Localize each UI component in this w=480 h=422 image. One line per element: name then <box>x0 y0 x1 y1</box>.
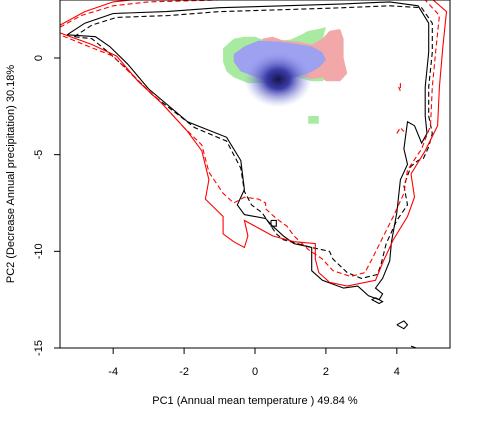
contour-fragment-3 <box>410 345 418 348</box>
y-tick-label: -5 <box>33 150 45 160</box>
x-tick-label: -2 <box>179 366 189 378</box>
contour-fragment-6 <box>396 126 405 134</box>
contour-fragment-4 <box>370 297 384 305</box>
occupancy-regions <box>223 27 348 124</box>
x-axis: -4 -2 0 2 4 <box>108 347 400 378</box>
x-tick-label: -4 <box>108 366 118 378</box>
contour-fragment-1 <box>270 219 277 227</box>
contour-line-2 <box>73 5 433 279</box>
y-axis: 0 -5 -10 -15 <box>33 55 60 356</box>
x-tick-label: 2 <box>323 366 329 378</box>
x-tick-label: 4 <box>394 366 400 378</box>
region-species-1-island <box>308 116 319 124</box>
contour-line-4 <box>60 0 440 278</box>
x-tick-label: 0 <box>252 366 258 378</box>
contour-fragment-5 <box>398 83 401 92</box>
y-tick-label: -15 <box>33 340 45 356</box>
contour-fragment-2 <box>396 320 409 330</box>
y-tick-label: 0 <box>33 55 45 61</box>
contour-lines <box>60 0 448 348</box>
x-axis-title: PC1 (Annual mean temperature ) 49.84 % <box>152 395 358 407</box>
contour-line-3 <box>60 0 448 287</box>
y-axis-title: PC2 (Decrease Annual precipitation) 30.1… <box>5 65 17 284</box>
y-tick-label: -10 <box>33 243 45 259</box>
region-high-density-core <box>244 51 313 108</box>
